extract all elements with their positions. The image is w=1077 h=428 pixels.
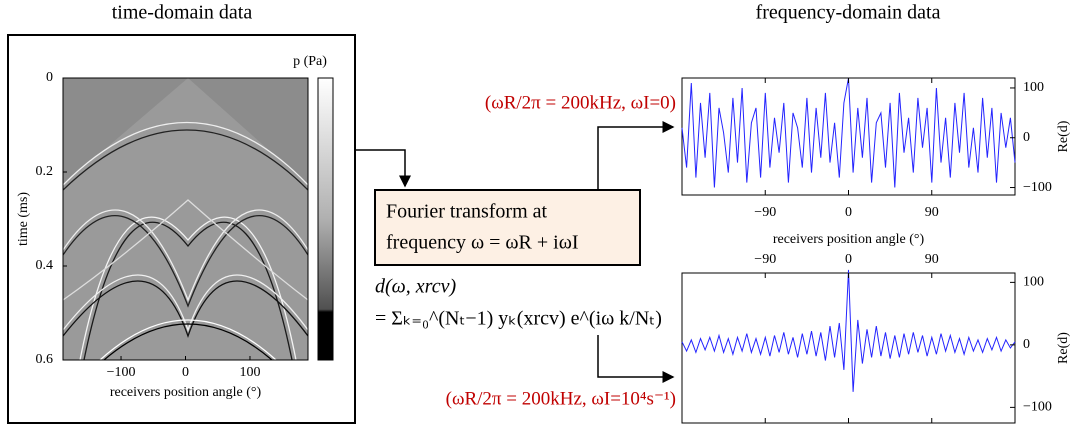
colorbar [317,77,334,361]
plot-frame [681,272,1016,424]
panel-title: time-domain data [112,2,253,24]
x-tick-label: 90 [925,252,939,267]
x-axis-label: receivers position angle (°) [773,232,925,247]
colorbar-label: p (Pa) [293,54,327,69]
arrow [597,121,675,190]
x-tick-label: −90 [754,252,776,267]
y-tick-label: 0 [1023,337,1030,352]
y-axis-label: Re(d) [1056,332,1071,364]
x-tick-label: 0 [182,365,189,380]
y-tick-label: 0.4 [36,258,54,273]
arrow [355,149,411,188]
annotation: (ωR/2π = 200kHz, ωI=0) [485,92,676,113]
x-tick-label: −90 [754,205,776,220]
box-text: Fourier transform at [386,201,548,223]
left-panel-frame [7,34,356,424]
box-text: frequency ω = ωR + iωI [386,232,579,254]
y-tick-label: −100 [1023,180,1052,195]
seismic-image [63,78,308,360]
data-line [681,77,1016,188]
heading: frequency-domain data [756,2,941,24]
formula: d(ω, xrcv) [375,276,456,298]
y-tick-label: 0 [46,70,53,85]
y-axis-label: time (ms) [16,192,31,246]
plot-frame [681,77,1016,196]
y-tick-label: 100 [1023,80,1044,95]
annotation: (ωR/2π = 200kHz, ωI=10⁴s⁻¹) [446,388,676,409]
x-tick-label: 0 [845,252,852,267]
y-tick-label: 0 [1023,130,1030,145]
x-axis-label: receivers position angle (°) [110,385,262,400]
y-tick-label: 0.2 [36,164,54,179]
y-tick-label: 0.6 [36,352,54,367]
formula: = Σₖ₌₀^(Nₜ−1) yₖ(xrcv) e^(iω k/Nₜ) [375,308,662,330]
x-tick-label: 90 [925,205,939,220]
y-tick-label: 100 [1023,275,1044,290]
y-axis-label: Re(d) [1056,120,1071,152]
y-tick-label: −100 [1023,400,1052,415]
x-tick-label: 0 [845,205,852,220]
transform-box [374,189,641,266]
x-tick-label: −100 [107,365,136,380]
data-line [681,269,1016,392]
x-tick-label: 100 [239,365,260,380]
arrow [597,335,675,383]
